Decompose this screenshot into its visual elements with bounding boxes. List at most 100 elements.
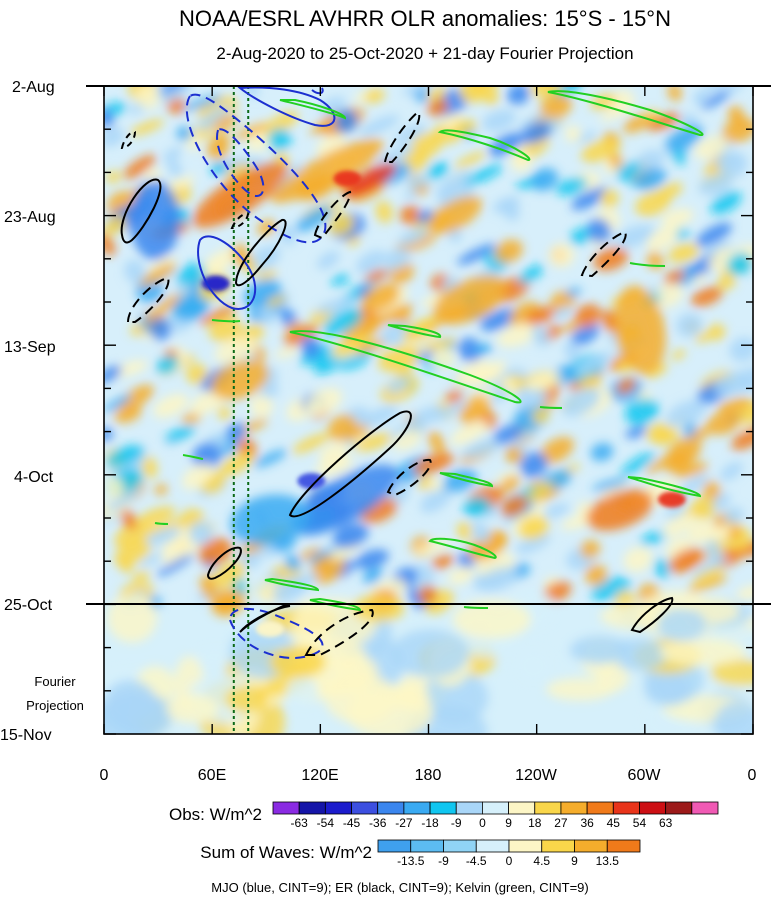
anomaly-blob bbox=[406, 175, 427, 190]
anomaly-blob bbox=[398, 227, 430, 246]
anomaly-blob bbox=[139, 263, 177, 287]
anomaly-blob bbox=[209, 561, 246, 590]
projection-blob bbox=[710, 658, 753, 687]
y-tick-label: 2-Aug bbox=[12, 79, 55, 96]
anomaly-blob bbox=[105, 170, 121, 184]
anomaly-blob bbox=[111, 360, 148, 378]
anomaly-blob bbox=[163, 147, 183, 162]
anomaly-blob bbox=[165, 175, 195, 192]
anomaly-blob bbox=[668, 243, 700, 263]
colorbar-swatch bbox=[508, 801, 536, 815]
anomaly-blob bbox=[226, 422, 247, 441]
anomaly-blob bbox=[176, 262, 205, 286]
anomaly-blob bbox=[450, 420, 489, 446]
anomaly-blob bbox=[719, 461, 743, 481]
anomaly-blob bbox=[435, 400, 468, 422]
waves-colorbar-labels: -13.5 -9 -4.5 0 4.5 9 13.5 bbox=[397, 854, 619, 868]
colorbar-swatch bbox=[541, 839, 575, 853]
anomaly-blob bbox=[671, 349, 686, 361]
er-contour-negative bbox=[580, 230, 627, 278]
anomaly-blob bbox=[106, 444, 144, 468]
colorbar-label: 9 bbox=[571, 854, 578, 868]
colorbar-swatch bbox=[691, 801, 719, 815]
projection-blob bbox=[166, 694, 219, 724]
anomaly-blob bbox=[665, 125, 704, 151]
anomaly-band bbox=[614, 285, 666, 375]
anomaly-blob bbox=[453, 359, 490, 389]
anomaly-blob bbox=[695, 222, 732, 247]
anomaly-blob bbox=[426, 337, 457, 350]
anomaly-blob bbox=[442, 469, 478, 493]
anomaly-extremum bbox=[333, 170, 362, 187]
anomaly-blob bbox=[692, 427, 709, 440]
anomaly-blob bbox=[104, 233, 116, 256]
anomaly-band bbox=[105, 680, 155, 720]
colorbar-label: 54 bbox=[633, 816, 647, 830]
x-tick-label: 120W bbox=[515, 767, 558, 784]
er-contour-positive bbox=[630, 596, 674, 634]
anomaly-blob bbox=[359, 405, 399, 428]
wave-legend-footnote: MJO (blue, CINT=9); ER (black, CINT=9); … bbox=[211, 880, 588, 895]
colorbar-swatch bbox=[455, 801, 483, 815]
anomaly-blob bbox=[661, 208, 694, 227]
colorbar-label: -9 bbox=[451, 816, 462, 830]
kelvin-contour bbox=[629, 262, 666, 267]
anomaly-blob bbox=[300, 335, 321, 359]
anomaly-blob bbox=[502, 200, 520, 221]
anomaly-blob bbox=[532, 408, 550, 424]
colorbar-swatch bbox=[351, 801, 379, 815]
anomaly-blob bbox=[654, 558, 670, 579]
anomaly-blob bbox=[356, 432, 392, 452]
anomaly-blob bbox=[310, 553, 345, 584]
anomaly-blob bbox=[262, 111, 299, 137]
anomaly-blob bbox=[701, 90, 730, 109]
anomaly-blob bbox=[106, 487, 142, 512]
fourier-projection-label-line2: Projection bbox=[26, 698, 84, 713]
colorbar-swatch bbox=[410, 839, 444, 853]
anomaly-blob bbox=[448, 566, 475, 585]
anomaly-blob bbox=[526, 372, 561, 391]
er-contour-positive bbox=[206, 546, 242, 580]
er-contour-positive bbox=[234, 219, 287, 287]
anomaly-blob bbox=[644, 364, 668, 379]
anomaly-blob bbox=[574, 351, 612, 377]
projection-blob bbox=[194, 645, 239, 668]
anomaly-blob bbox=[206, 138, 229, 160]
anomaly-blob bbox=[188, 521, 213, 545]
anomaly-blob bbox=[210, 589, 238, 614]
anomaly-blob bbox=[284, 321, 303, 336]
anomaly-blob bbox=[218, 451, 255, 477]
anomaly-blob bbox=[616, 378, 636, 394]
anomaly-blob bbox=[590, 93, 617, 111]
anomaly-blob bbox=[217, 406, 231, 420]
anomaly-blob bbox=[500, 495, 528, 518]
anomaly-blob bbox=[167, 158, 183, 178]
anomaly-blob bbox=[362, 567, 383, 584]
anomaly-blob bbox=[714, 371, 749, 396]
anomaly-blob bbox=[717, 274, 736, 290]
anomaly-blob bbox=[518, 515, 549, 540]
anomaly-blob bbox=[471, 86, 498, 101]
anomaly-blob bbox=[718, 152, 748, 179]
anomaly-blob bbox=[138, 506, 176, 525]
er-contour-positive bbox=[120, 178, 162, 244]
anomaly-blob bbox=[543, 503, 570, 519]
anomaly-blob bbox=[257, 219, 277, 236]
er-contour-negative bbox=[126, 276, 170, 323]
anomaly-blob bbox=[394, 123, 427, 144]
anomaly-blob bbox=[531, 325, 550, 347]
anomaly-blob bbox=[566, 287, 582, 298]
anomaly-blob bbox=[319, 96, 346, 116]
fourier-projection-label-line1: Fourier bbox=[34, 674, 76, 689]
colorbar-label: 4.5 bbox=[533, 854, 550, 868]
anomaly-blob bbox=[663, 512, 695, 538]
colorbar-swatch bbox=[612, 801, 640, 815]
x-tick-label: 60W bbox=[628, 767, 662, 784]
anomaly-blob bbox=[280, 308, 297, 329]
anomaly-blob bbox=[617, 162, 641, 181]
anomaly-blob bbox=[392, 430, 422, 451]
er-contour-negative bbox=[386, 458, 432, 497]
anomaly-blob bbox=[104, 427, 113, 442]
anomaly-blob bbox=[466, 395, 491, 419]
anomaly-blob bbox=[639, 531, 666, 545]
